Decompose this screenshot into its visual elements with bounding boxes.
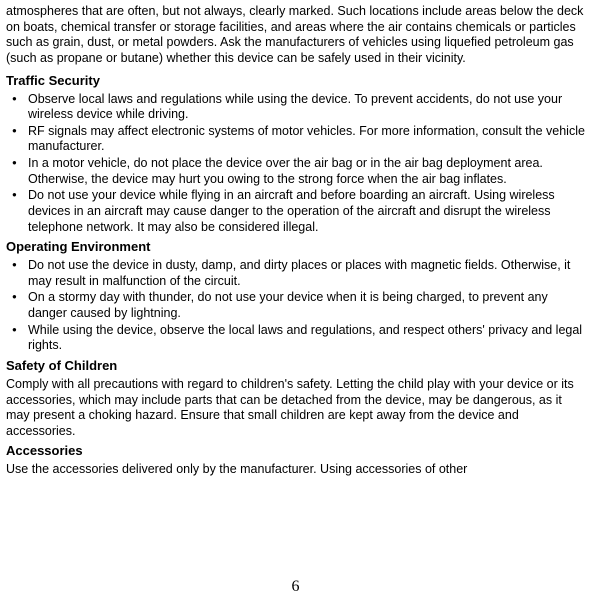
- heading-accessories: Accessories: [6, 443, 585, 458]
- list-item: Observe local laws and regulations while…: [6, 92, 585, 123]
- page-number: 6: [0, 578, 591, 596]
- list-item: RF signals may affect electronic systems…: [6, 124, 585, 155]
- list-item: While using the device, observe the loca…: [6, 323, 585, 354]
- accessories-paragraph: Use the accessories delivered only by th…: [6, 462, 585, 478]
- heading-safety-of-children: Safety of Children: [6, 358, 585, 373]
- operating-list: Do not use the device in dusty, damp, an…: [6, 258, 585, 354]
- list-item: On a stormy day with thunder, do not use…: [6, 290, 585, 321]
- intro-paragraph: atmospheres that are often, but not alwa…: [6, 4, 585, 67]
- traffic-list: Observe local laws and regulations while…: [6, 92, 585, 236]
- list-item: Do not use the device in dusty, damp, an…: [6, 258, 585, 289]
- heading-operating-environment: Operating Environment: [6, 239, 585, 254]
- list-item: In a motor vehicle, do not place the dev…: [6, 156, 585, 187]
- heading-traffic-security: Traffic Security: [6, 73, 585, 88]
- list-item: Do not use your device while flying in a…: [6, 188, 585, 235]
- children-paragraph: Comply with all precautions with regard …: [6, 377, 585, 440]
